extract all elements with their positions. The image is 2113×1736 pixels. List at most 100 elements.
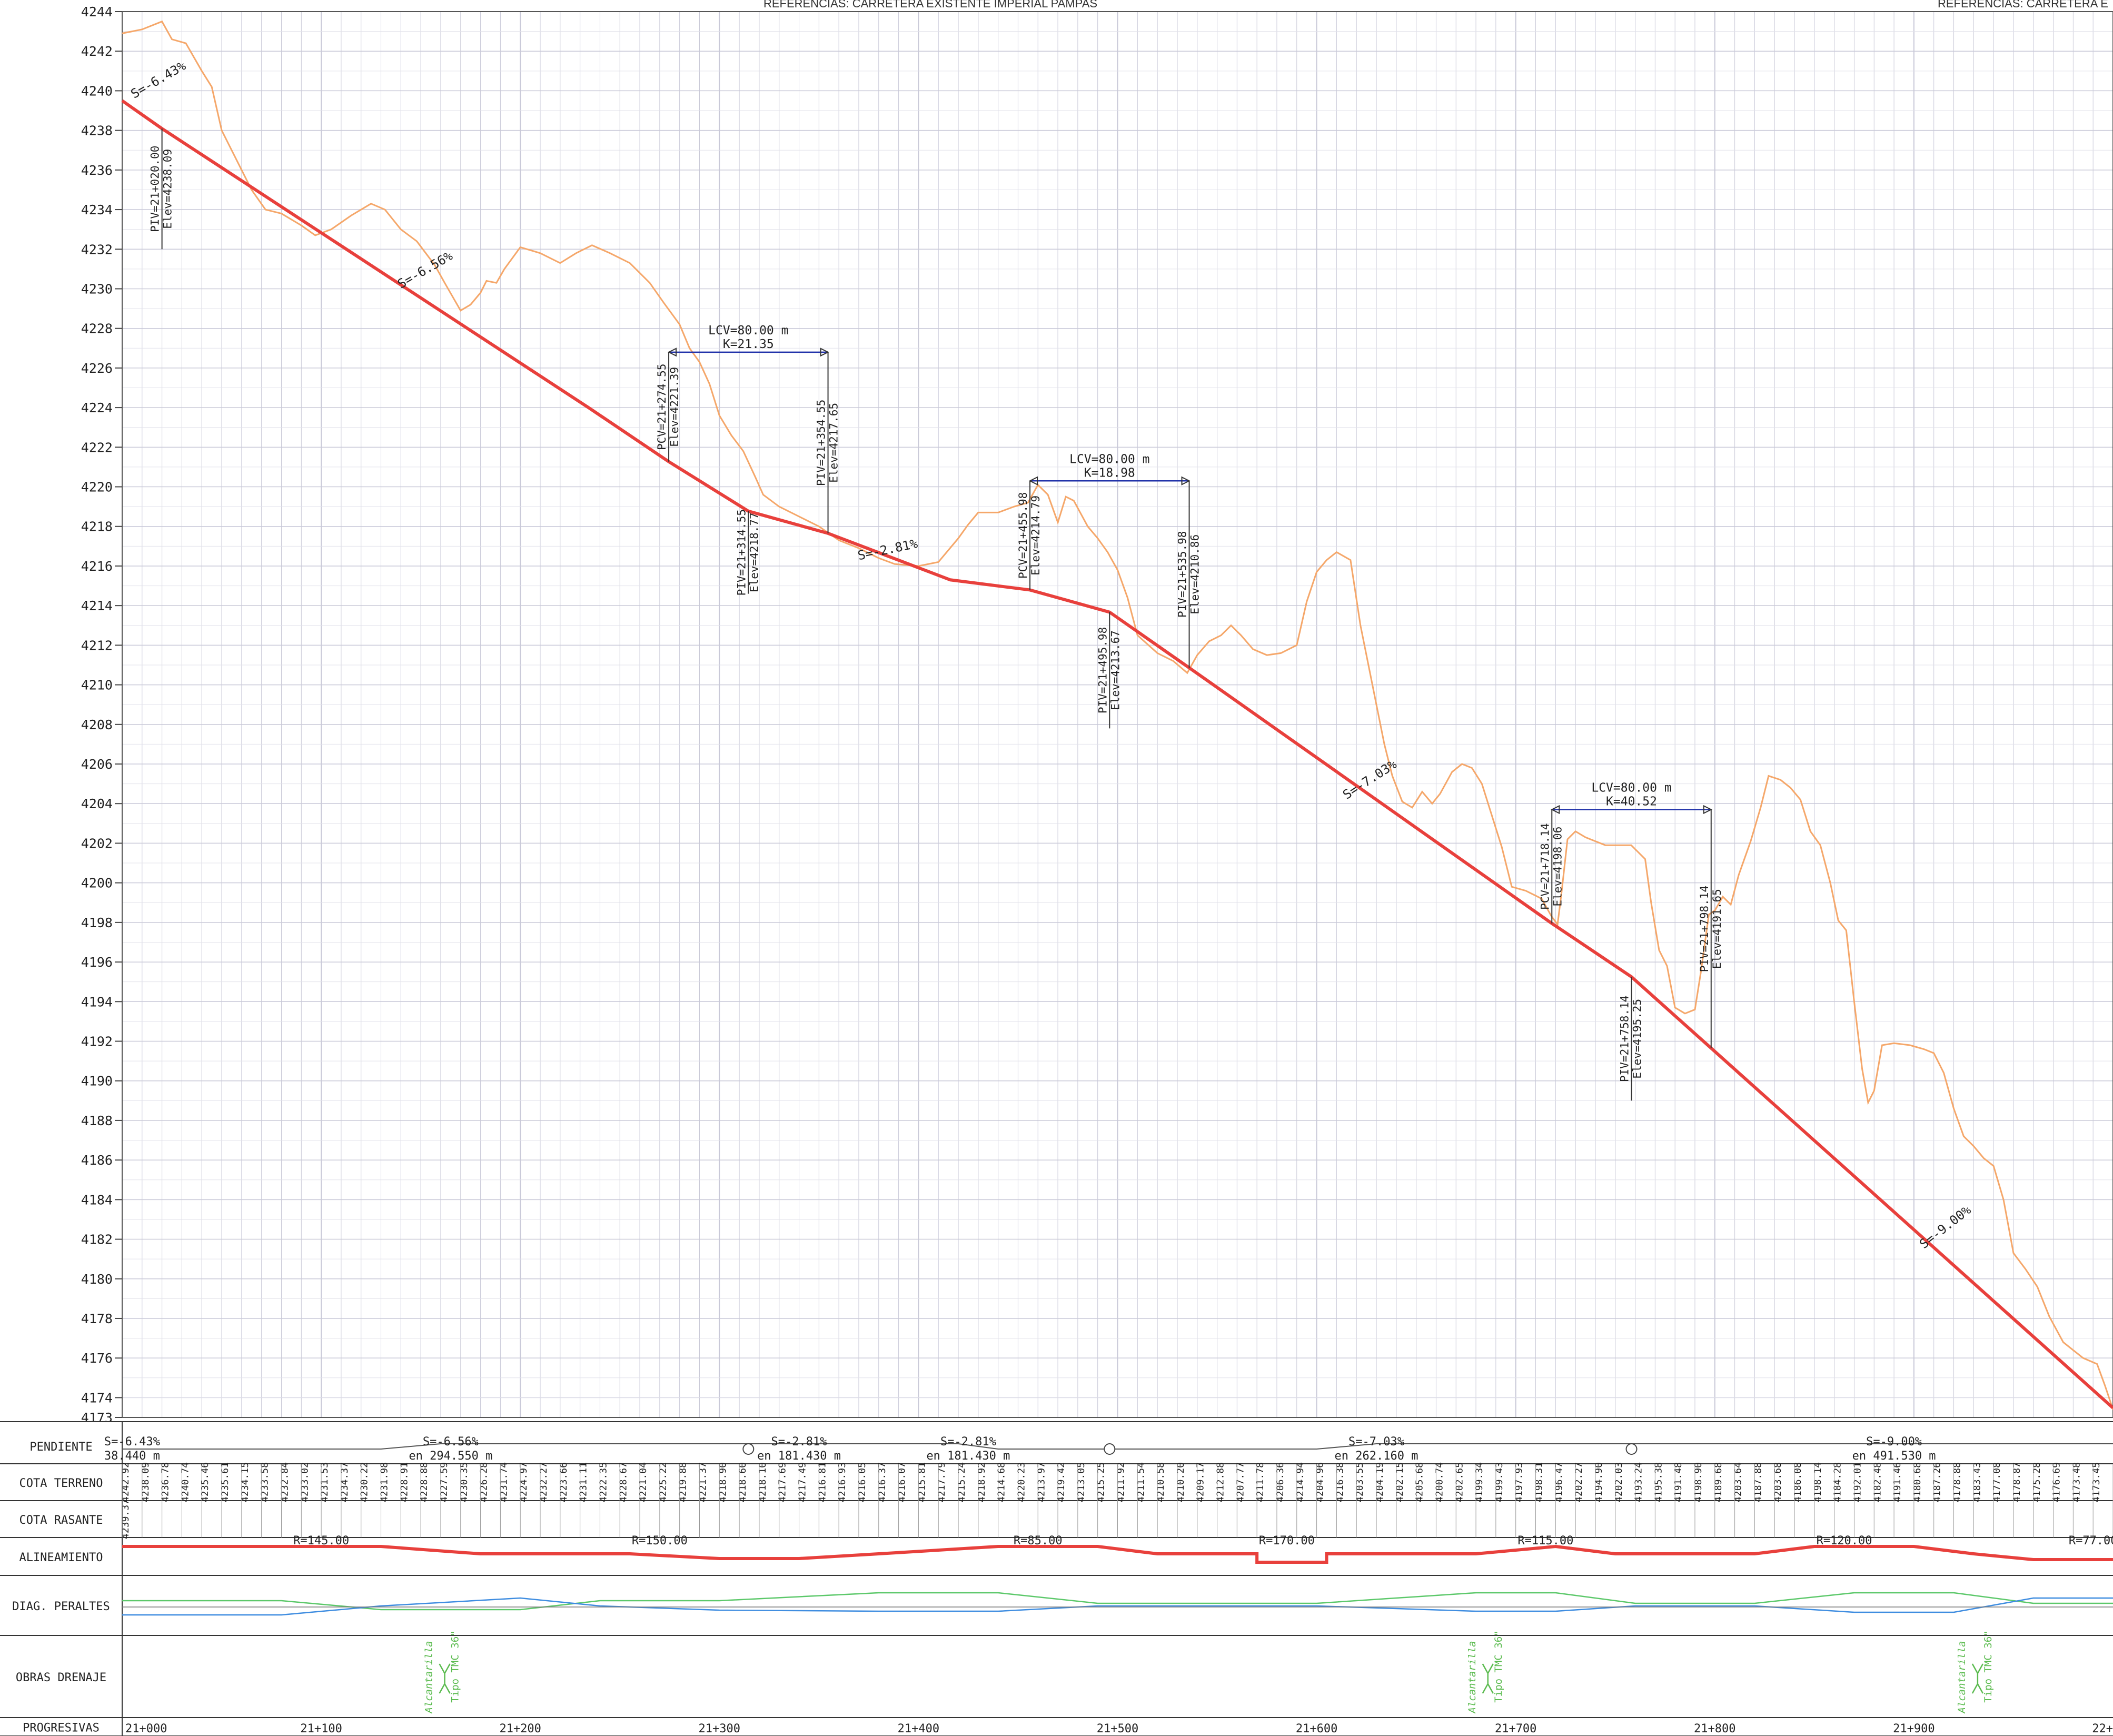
band-label: COTA RASANTE	[19, 1514, 103, 1527]
station-label: PCV=21+718.14	[1539, 823, 1551, 909]
profile-plot: S=-6.43%S=-6.56%S=-2.81%S=-7.03%S=-9.00%…	[121, 20, 2113, 1410]
radius-label: R=120.00	[1817, 1534, 1872, 1547]
elevation-tick-label: 4226	[81, 361, 113, 376]
elevation-tick-label: 4180	[81, 1272, 113, 1287]
cota-value: 4199.43	[1494, 1462, 1505, 1502]
elevation-tick-label: 4212	[81, 638, 113, 653]
station-label: PIV=21+798.14	[1698, 886, 1711, 972]
cota-value: 4193.24	[1633, 1462, 1644, 1502]
cota-value: 4228.88	[419, 1462, 430, 1502]
cota-value: 4221.04	[638, 1462, 649, 1502]
radius-label: R=150.00	[632, 1534, 688, 1547]
cota-value: 4204.19	[1374, 1462, 1385, 1502]
station-tick-label: 21+900	[1893, 1722, 1935, 1735]
cota-value: 4233.58	[260, 1462, 271, 1502]
elevation-tick-label: 4236	[81, 163, 113, 178]
station-tick-label: 21+400	[898, 1722, 939, 1735]
cota-value: 4216.93	[837, 1462, 848, 1502]
elevation-tick-label: 4244	[81, 4, 113, 19]
radius-label: R=85.00	[1014, 1534, 1063, 1547]
station-tick-label: 21+000	[125, 1722, 167, 1735]
culvert-size-label: Tipo TMC 36"	[450, 1630, 461, 1702]
dimension-arrow	[1703, 805, 1713, 815]
cota-value: 4213.97	[1036, 1462, 1047, 1502]
cota-value: 4200.74	[1434, 1462, 1445, 1502]
radius-label: R=145.00	[293, 1534, 349, 1547]
culvert-symbol	[439, 1663, 451, 1694]
cota-value: 4211.92	[1116, 1462, 1127, 1502]
radius-label: R=115.00	[1517, 1534, 1573, 1547]
station-label: PIV=21+535.98	[1176, 531, 1189, 618]
elevation-tick-label: 4178	[81, 1311, 113, 1326]
cota-value: 4218.90	[717, 1462, 728, 1502]
station-label: PCV=21+455.98	[1017, 492, 1029, 579]
station-elevation-label: Elev=4195.25	[1631, 999, 1644, 1079]
cota-value: 4183.43	[1971, 1462, 1982, 1502]
elevation-tick-label: 4216	[81, 559, 113, 574]
culvert-type-label: Alcantarilla	[1466, 1641, 1478, 1713]
cota-value: 4242.92	[120, 1462, 131, 1502]
cota-value: 4235.46	[200, 1462, 211, 1502]
pendiente-marker	[742, 1443, 755, 1455]
ground-profile-line	[122, 20, 2113, 1410]
station-elevation-label: Elev=4210.86	[1189, 534, 1202, 614]
elevation-tick-label: 4208	[81, 717, 113, 732]
pendiente-length: en 262.160 m	[1335, 1450, 1418, 1463]
dimension-arrow	[1028, 476, 1038, 485]
station-label: PIV=21+020.00	[149, 146, 162, 232]
cota-value: 4177.08	[1991, 1462, 2002, 1502]
cota-value: 4198.90	[1693, 1462, 1704, 1502]
cota-value: 4218.92	[976, 1462, 987, 1502]
dimension-arrow	[820, 348, 829, 357]
pendiente-marker	[1625, 1443, 1638, 1455]
plot-frame	[122, 11, 2113, 1418]
cota-value: 4216.07	[897, 1462, 908, 1502]
pendiente-length: en 181.430 m	[926, 1450, 1010, 1463]
elevation-tick-label: 4196	[81, 955, 113, 970]
cota-value: 4203.55	[1354, 1462, 1365, 1502]
peralte-right-line	[122, 1597, 2113, 1616]
cota-value: 4202.03	[1613, 1462, 1624, 1502]
dimension-arrow	[667, 348, 677, 357]
grade-line	[121, 99, 2113, 1410]
cota-value: 4207.77	[1235, 1462, 1246, 1502]
band-label: PENDIENTE	[29, 1441, 92, 1454]
elevation-tick-label: 4230	[81, 281, 113, 296]
station-elevation-label: Elev=4221.39	[668, 367, 681, 447]
elevation-tick-label: 4240	[81, 83, 113, 98]
station-elevation-label: Elev=4217.65	[828, 403, 840, 483]
station-tick-label: 21+200	[499, 1722, 541, 1735]
cota-value: 4195.38	[1653, 1462, 1664, 1502]
cota-value: 4231.53	[319, 1462, 330, 1502]
cota-value: 4227.59	[439, 1462, 450, 1502]
pendiente-length: en 294.550 m	[409, 1450, 492, 1463]
station-label: PIV=21+354.55	[815, 400, 828, 486]
station-elevation-label: Elev=4218.77	[748, 512, 760, 592]
bands-background	[0, 1422, 2113, 1736]
pendiente-slope: S=-7.03%	[1348, 1435, 1404, 1449]
elevation-tick-label: 4218	[81, 519, 113, 534]
elevation-tick-label: 4182	[81, 1232, 113, 1247]
cota-value: 4182.48	[1872, 1462, 1883, 1502]
station-elevation-label: Elev=4198.06	[1551, 827, 1564, 907]
pendiente-slope: S=-9.00%	[1866, 1435, 1922, 1449]
cota-value: 4215.24	[956, 1462, 967, 1502]
cota-value: 4178.87	[2011, 1462, 2022, 1502]
elevation-tick-label: 4186	[81, 1153, 113, 1168]
cota-value: 4211.54	[1135, 1462, 1146, 1502]
cota-value: 4234.15	[240, 1462, 251, 1502]
cota-value: 4231.98	[379, 1462, 390, 1502]
cota-value: 4199.34	[1474, 1462, 1485, 1502]
cota-value: 4191.46	[1892, 1462, 1903, 1502]
elevation-tick-label: 4238	[81, 123, 113, 138]
band-label: OBRAS DRENAJE	[16, 1671, 106, 1684]
cota-value: 4206.36	[1275, 1462, 1286, 1502]
elevation-tick-label: 4222	[81, 440, 113, 455]
cota-value: 4231.11	[578, 1462, 589, 1502]
cota-value: 4222.35	[598, 1462, 609, 1502]
pendiente-marker	[1104, 1443, 1116, 1455]
k-label: K=21.35	[723, 338, 774, 351]
cota-value: 4184.28	[1832, 1462, 1843, 1502]
cota-value: 4210.20	[1175, 1462, 1186, 1502]
cota-value: 4226.28	[479, 1462, 490, 1502]
